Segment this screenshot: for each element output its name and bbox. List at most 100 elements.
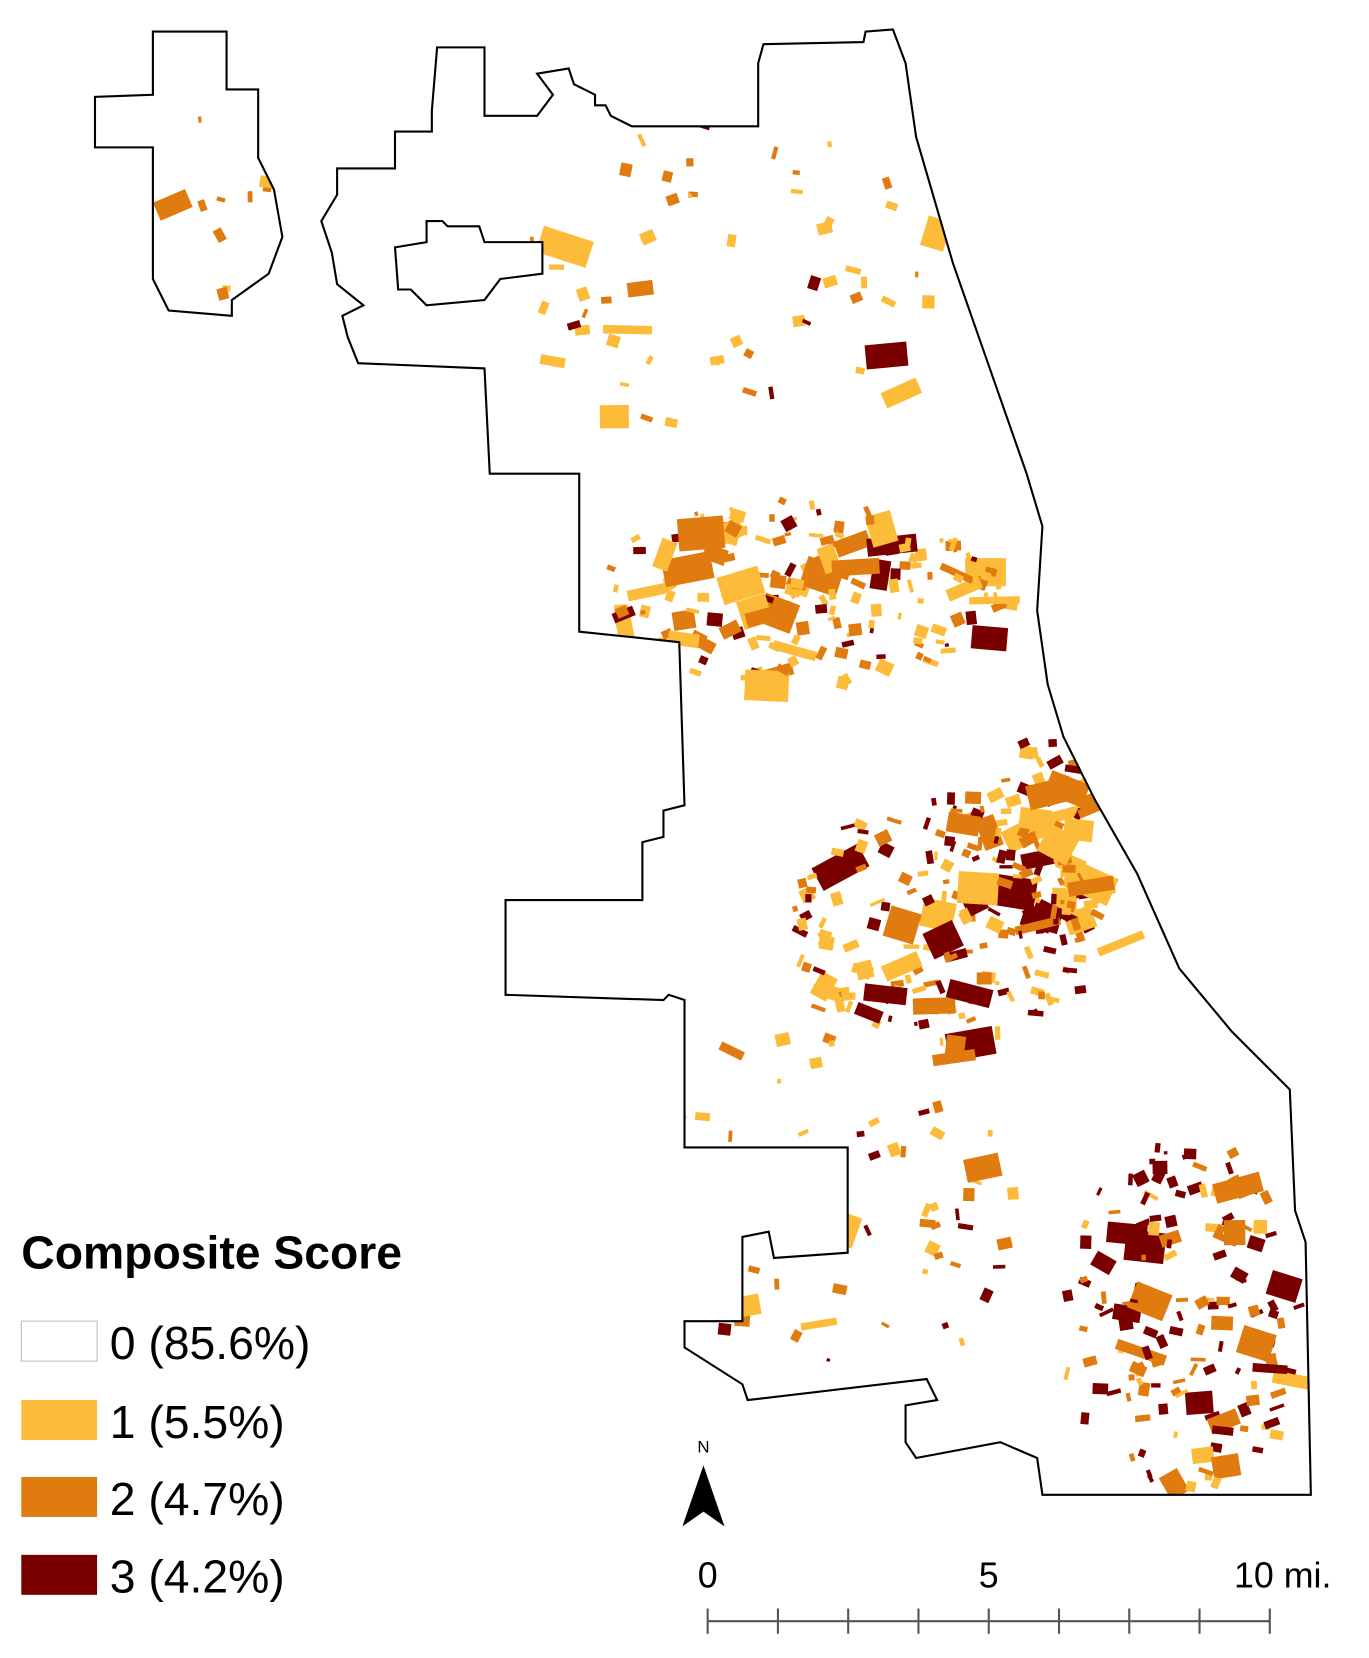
land-patch: [998, 929, 1009, 939]
land-patch: [548, 264, 565, 270]
land-patch: [1190, 1357, 1206, 1362]
land-patch: [886, 816, 902, 825]
land-patch: [880, 295, 897, 308]
land-patch: [965, 1016, 977, 1024]
land-patch: [828, 605, 837, 616]
land-patch: [857, 828, 869, 835]
land-patch: [1098, 1307, 1114, 1318]
land-patch: [870, 603, 883, 617]
land-patch: [1021, 965, 1031, 980]
land-patch: [979, 1287, 994, 1304]
land-patch: [1006, 990, 1016, 1003]
land-patch: [1067, 875, 1115, 897]
land-patch: [994, 827, 1002, 839]
land-patch: [897, 612, 902, 620]
land-patch: [1030, 875, 1043, 885]
land-patch: [1062, 967, 1078, 974]
land-patch: [153, 189, 193, 221]
land-patch: [1035, 929, 1045, 934]
land-patch: [917, 598, 924, 604]
land-patch: [812, 984, 832, 997]
land-patch: [1293, 1302, 1305, 1310]
land-patch: [640, 413, 654, 423]
land-patch: [876, 654, 886, 660]
land-patch: [867, 1116, 881, 1128]
land-patch: [971, 854, 981, 862]
land-patch: [913, 1021, 918, 1027]
land-patch: [946, 792, 956, 805]
land-patch: [537, 300, 550, 316]
land-patch: [600, 296, 612, 304]
land-patch: [1070, 917, 1082, 932]
land-patch: [566, 320, 582, 331]
land-patch: [790, 188, 804, 195]
land-patch: [834, 531, 845, 540]
land-patch: [791, 905, 799, 913]
legend-swatch: [21, 1400, 98, 1441]
land-patch: [996, 849, 1008, 865]
land-patch: [964, 791, 982, 805]
land-patch: [912, 965, 924, 976]
land-patch: [1005, 849, 1016, 861]
land-patch: [619, 162, 633, 178]
land-patch: [997, 987, 1010, 997]
land-patch: [925, 850, 935, 865]
land-patch: [1034, 902, 1044, 911]
land-patch: [744, 669, 790, 703]
land-patch: [1149, 1214, 1162, 1223]
land-patch: [852, 817, 868, 832]
land-patch: [922, 655, 932, 664]
land-patch: [855, 863, 868, 873]
land-patch: [922, 920, 964, 960]
land-patch: [605, 333, 621, 349]
land-patch: [1075, 931, 1086, 943]
land-patch: [1251, 1446, 1264, 1454]
land-patch: [1155, 1334, 1169, 1349]
land-patch: [640, 609, 646, 615]
land-patch: [949, 611, 966, 628]
land-patch: [1174, 1189, 1187, 1199]
land-patch: [665, 655, 671, 669]
land-patch: [932, 1049, 977, 1067]
land-patch: [854, 959, 875, 981]
land-patch: [840, 986, 851, 1002]
land-patch: [880, 377, 923, 409]
land-patch: [1019, 817, 1037, 831]
land-patch: [880, 901, 891, 912]
land-patch: [1210, 1315, 1234, 1331]
land-patch: [1128, 1173, 1134, 1186]
land-patch: [886, 1141, 902, 1158]
land-patch: [1018, 930, 1023, 939]
land-patch: [1151, 1358, 1163, 1368]
land-patch: [1128, 1453, 1136, 1462]
land-patch: [602, 324, 653, 335]
land-patch: [855, 366, 866, 375]
land-patch: [1082, 1355, 1098, 1368]
land-patch: [1204, 1410, 1221, 1421]
land-patch: [911, 985, 927, 995]
land-patch: [1235, 1325, 1277, 1363]
land-patch: [1090, 908, 1105, 921]
land-patch: [776, 1078, 782, 1084]
land-patch: [869, 627, 875, 634]
land-patch: [808, 500, 816, 510]
land-patch: [729, 334, 744, 349]
land-patch: [1057, 877, 1065, 886]
land-patch: [827, 140, 833, 148]
land-patch: [1175, 1388, 1189, 1399]
land-patch: [786, 586, 796, 600]
land-patch: [956, 871, 1000, 906]
land-patch: [1063, 1366, 1071, 1381]
patch-layer: [153, 107, 1311, 1495]
land-patch: [1018, 745, 1035, 760]
land-patch: [1033, 863, 1044, 877]
land-patch: [1152, 1160, 1168, 1175]
land-patch: [1163, 1249, 1178, 1261]
land-patch: [940, 647, 956, 654]
land-patch: [1053, 820, 1065, 830]
land-patch: [1011, 861, 1027, 873]
land-patch: [810, 1003, 826, 1013]
land-patch: [811, 843, 870, 891]
land-patch: [671, 609, 697, 631]
land-patch: [694, 1111, 711, 1122]
